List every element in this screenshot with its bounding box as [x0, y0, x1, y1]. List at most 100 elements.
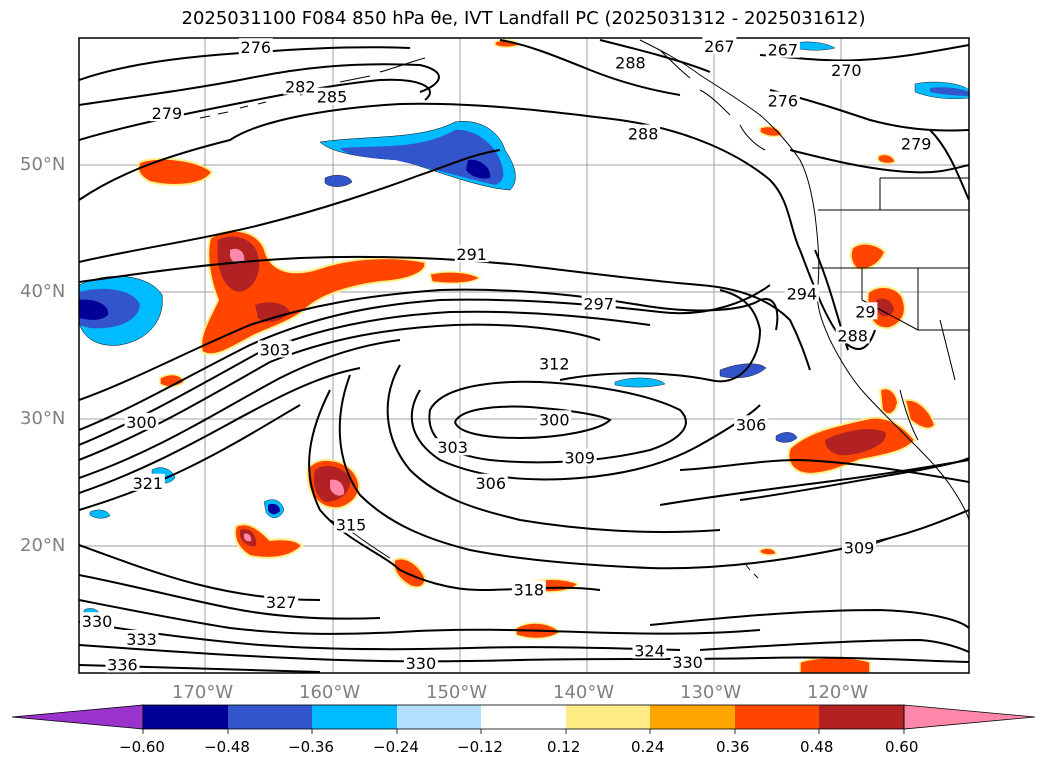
contour-label-bg — [537, 410, 572, 428]
contour-label: 300 — [126, 413, 157, 432]
contour-label: 306 — [736, 415, 767, 434]
positive-patch — [799, 656, 871, 673]
colorbar-outline — [142, 704, 905, 730]
contour-label-bg — [632, 641, 667, 659]
lon-label-170w: 170°W — [172, 682, 234, 703]
contour-label-bg — [899, 134, 934, 152]
contour-label: 327 — [266, 593, 297, 612]
filled-patches — [79, 39, 969, 673]
colorbar-swatch — [735, 705, 819, 729]
positive-patch — [877, 153, 896, 165]
contour-label-bg — [124, 412, 159, 430]
colorbar-tick-label: −0.60 — [119, 738, 165, 756]
contour-label: 288 — [837, 326, 868, 345]
contour-label-bg — [315, 87, 349, 105]
negative-patch — [268, 503, 280, 515]
contour-label-bg — [765, 40, 800, 58]
contour-label: 303 — [437, 438, 468, 457]
colorbar — [11, 704, 1036, 734]
colorbar-swatch — [228, 705, 312, 729]
contour-label: 288 — [628, 125, 659, 144]
colorbar-swatch — [481, 705, 566, 729]
positive-patch — [217, 236, 260, 292]
contour-label-bg — [454, 245, 489, 263]
positive-patch — [849, 242, 887, 271]
contour-label-bg — [562, 448, 597, 466]
contour-label-bg — [842, 538, 877, 556]
colorbar-tick-label: −0.24 — [373, 738, 419, 756]
contour-label-bg — [149, 104, 184, 122]
lat-label-20n: 20°N — [20, 535, 66, 556]
lat-label-50n: 50°N — [20, 154, 66, 175]
contour-label: 282 — [285, 78, 316, 97]
contour-label: 321 — [133, 474, 164, 493]
positive-patch — [137, 157, 214, 186]
colorbar-swatch — [143, 705, 228, 729]
negative-patch — [340, 129, 504, 185]
contour-label-bg — [734, 415, 769, 433]
colorbar-tick-label: −0.48 — [204, 738, 250, 756]
contour-label: 270 — [831, 61, 862, 80]
positive-patch — [876, 298, 894, 317]
lon-label-160w: 160°W — [299, 682, 361, 703]
graticule — [79, 38, 969, 673]
contour-label: 276 — [241, 38, 272, 57]
colorbar-swatch — [650, 705, 735, 729]
contour-label-bg — [613, 53, 648, 71]
contour-label-bg — [435, 438, 470, 456]
positive-patch — [330, 479, 345, 496]
contour-label: 336 — [107, 655, 138, 674]
contour-label: 291 — [456, 245, 487, 264]
contour-label: 324 — [634, 641, 665, 660]
positive-patch — [759, 547, 777, 556]
negative-patch — [614, 377, 666, 388]
contour-label-bg — [238, 38, 273, 56]
contour-label-bg — [473, 473, 508, 491]
contour-label-bg — [264, 593, 299, 611]
colorbar-max-extend — [903, 704, 1036, 730]
contour-label-bg — [829, 61, 864, 79]
colorbar-tick-label: −0.36 — [288, 738, 334, 756]
negative-patch — [324, 175, 353, 187]
colorbar-swatch — [397, 705, 481, 729]
colorbar-tick-label: 0.60 — [885, 738, 919, 756]
contour-label: 333 — [126, 630, 157, 649]
contour-label-bg — [257, 340, 292, 358]
contour-label: 315 — [336, 516, 367, 535]
contour-label-bg — [702, 36, 737, 54]
contour-label-bg — [784, 284, 819, 302]
contour-label: 309 — [844, 539, 875, 558]
positive-patch — [230, 248, 245, 264]
colorbar-swatch — [566, 705, 650, 729]
lon-label-140w: 140°W — [553, 682, 615, 703]
colorbar-min-extend — [11, 704, 144, 730]
contour-label-bg — [626, 124, 661, 142]
contour-label: 330 — [672, 653, 703, 672]
contour-label: 288 — [615, 53, 646, 72]
negative-patch — [89, 509, 111, 519]
contour-label: 318 — [514, 580, 545, 599]
positive-patch — [825, 429, 886, 456]
negative-patch — [719, 363, 767, 379]
contour-label: 267 — [768, 41, 799, 60]
positive-patch — [429, 271, 482, 284]
colorbar-swatch — [819, 705, 904, 729]
contour-label-bg — [853, 302, 878, 320]
lon-label-130w: 130°W — [680, 682, 742, 703]
map-frame — [78, 37, 970, 674]
positive-patch — [159, 373, 185, 388]
positive-patch — [244, 533, 252, 542]
contour-label: 285 — [317, 88, 348, 107]
colorbar-tick-label: −0.12 — [457, 738, 503, 756]
contour-label: 312 — [539, 354, 570, 373]
contour-label: 306 — [475, 474, 506, 493]
chart-title: 2025031100 F084 850 hPa θe, IVT Landfall… — [181, 8, 866, 29]
contour-label-bg — [511, 580, 546, 598]
lat-label-30n: 30°N — [20, 408, 66, 429]
colorbar-tick-label: 0.24 — [631, 738, 665, 756]
colorbar-tick-label: 0.12 — [547, 738, 581, 756]
contour-label-bg — [765, 91, 800, 109]
lon-label-150w: 150°W — [426, 682, 488, 703]
